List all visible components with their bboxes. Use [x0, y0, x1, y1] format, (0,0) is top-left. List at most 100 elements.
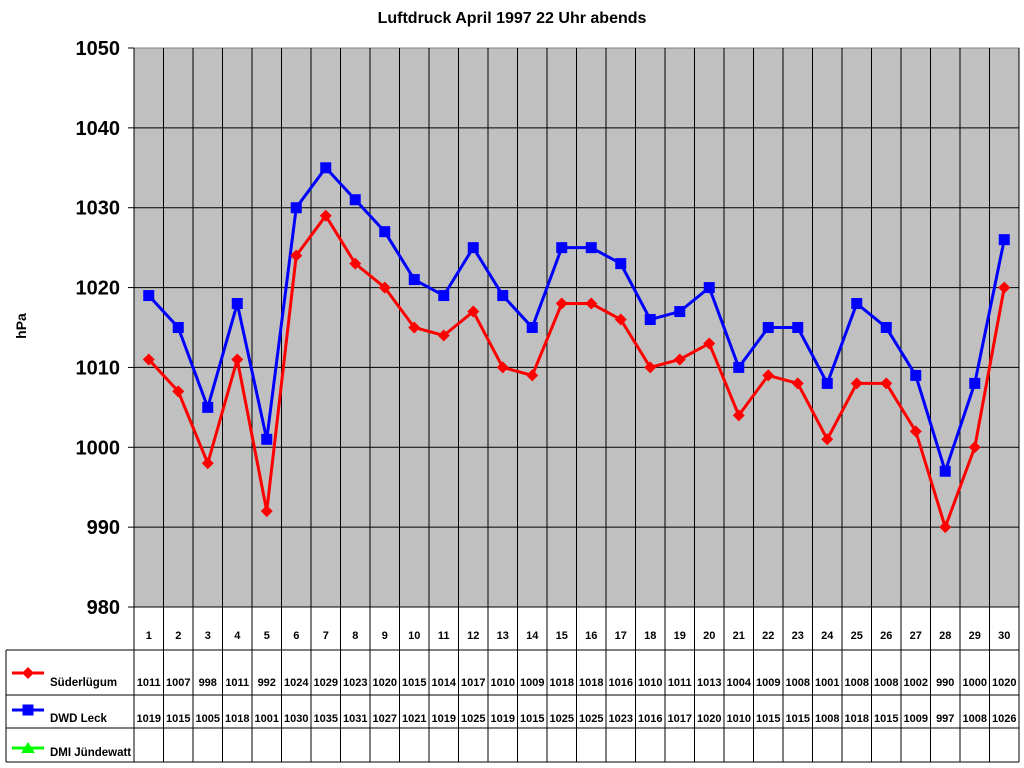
table-cell-value: 1024 — [284, 677, 309, 689]
diamond-marker-icon — [998, 281, 1011, 294]
legend-marker-icon — [22, 667, 34, 679]
table-cell-value: 990 — [936, 677, 954, 689]
table-cell-value: 1008 — [786, 677, 810, 689]
table-cell-value: 1000 — [963, 677, 987, 689]
x-category-label: 17 — [615, 630, 627, 642]
table-cell-value: 1015 — [520, 713, 544, 725]
table-cell-value: 992 — [258, 677, 276, 689]
table-cell-value: 1010 — [727, 713, 751, 725]
square-marker-icon — [674, 306, 686, 318]
x-category-label: 26 — [880, 630, 892, 642]
table-cell-value: 1015 — [756, 713, 780, 725]
x-category-label: 18 — [644, 630, 656, 642]
square-marker-icon — [703, 282, 715, 294]
table-cell-value: 1035 — [314, 713, 338, 725]
table-cell-value: 1019 — [137, 713, 161, 725]
table-cell-value: 1011 — [668, 677, 692, 689]
table-cell-value: 1009 — [520, 677, 544, 689]
table-cell-value: 1010 — [491, 677, 515, 689]
x-category-label: 20 — [703, 630, 715, 642]
diamond-marker-icon — [290, 249, 303, 262]
square-marker-icon — [733, 361, 745, 373]
diamond-marker-icon — [673, 353, 686, 366]
x-category-label: 24 — [821, 630, 834, 642]
square-marker-icon — [998, 234, 1010, 246]
legend-label: DWD Leck — [50, 713, 107, 725]
x-category-label: 21 — [733, 630, 745, 642]
diamond-marker-icon — [850, 377, 863, 390]
gridlines — [133, 48, 1020, 762]
diamond-marker-icon — [555, 297, 568, 310]
x-category-label: 16 — [585, 630, 597, 642]
diamond-marker-icon — [201, 457, 214, 470]
table-cell-value: 1016 — [609, 677, 633, 689]
x-category-label: 15 — [556, 630, 568, 642]
legend-marker-icon — [22, 704, 34, 716]
x-category-label: 7 — [323, 630, 329, 642]
x-category-label: 6 — [293, 630, 299, 642]
y-tick-label: 980 — [87, 597, 120, 619]
square-marker-icon — [556, 242, 568, 254]
x-category-label: 22 — [762, 630, 774, 642]
table-cell-value: 1025 — [579, 713, 603, 725]
table-cell-value: 1015 — [874, 713, 898, 725]
square-marker-icon — [792, 322, 804, 333]
legend-label: Süderlügum — [50, 677, 117, 689]
x-category-label: 12 — [467, 630, 479, 642]
diamond-marker-icon — [467, 305, 480, 318]
table-cell-value: 1018 — [225, 713, 249, 725]
x-category-label: 9 — [382, 630, 388, 642]
diamond-marker-icon — [378, 281, 391, 294]
table-cell-value: 1001 — [255, 713, 279, 725]
x-category-label: 8 — [352, 630, 358, 642]
y-tick-label: 1040 — [76, 118, 121, 140]
table-cell-value: 998 — [199, 677, 217, 689]
table-cell-value: 997 — [936, 713, 954, 725]
table-cell-value: 1016 — [638, 713, 662, 725]
x-category-label: 29 — [969, 630, 981, 642]
table-cell-value: 1029 — [314, 677, 338, 689]
x-category-label: 3 — [205, 630, 211, 642]
x-category-label: 5 — [264, 630, 270, 642]
square-marker-icon — [320, 162, 332, 174]
table-cell-value: 1021 — [402, 713, 426, 725]
diamond-marker-icon — [437, 329, 450, 342]
diamond-marker-icon — [231, 353, 244, 366]
table-cell-value: 1027 — [373, 713, 397, 725]
table-cell-value: 1001 — [815, 677, 839, 689]
square-marker-icon — [290, 202, 302, 214]
square-marker-icon — [615, 258, 627, 270]
square-marker-icon — [467, 242, 479, 254]
table-cell-value: 1015 — [402, 677, 426, 689]
table-cell-value: 1026 — [992, 713, 1016, 725]
square-marker-icon — [379, 226, 391, 238]
table-cell-value: 1019 — [491, 713, 515, 725]
square-marker-icon — [969, 377, 981, 389]
x-category-label: 11 — [438, 630, 450, 642]
y-tick-label: 1010 — [76, 357, 121, 379]
y-tick-label: 990 — [87, 517, 120, 539]
diamond-marker-icon — [585, 297, 598, 310]
series-lines — [142, 162, 1011, 534]
table-cell-value: 1025 — [550, 713, 574, 725]
diamond-marker-icon — [939, 521, 952, 534]
square-marker-icon — [497, 290, 509, 302]
diamond-marker-icon — [496, 361, 509, 374]
diamond-marker-icon — [614, 313, 627, 326]
table-cell-value: 1020 — [697, 713, 721, 725]
x-category-label: 1 — [146, 630, 152, 642]
diamond-marker-icon — [732, 409, 745, 422]
legend-marker-icon — [21, 742, 35, 753]
square-marker-icon — [821, 377, 833, 389]
x-category-label: 4 — [234, 630, 241, 642]
diamond-marker-icon — [791, 377, 804, 390]
diamond-marker-icon — [821, 433, 834, 446]
x-category-label: 30 — [998, 630, 1010, 642]
table-cell-value: 1013 — [697, 677, 721, 689]
table-cell-value: 1011 — [137, 677, 161, 689]
square-marker-icon — [261, 433, 273, 445]
x-category-label: 28 — [939, 630, 951, 642]
y-tick-label: 1050 — [76, 38, 121, 60]
diamond-marker-icon — [909, 425, 922, 438]
